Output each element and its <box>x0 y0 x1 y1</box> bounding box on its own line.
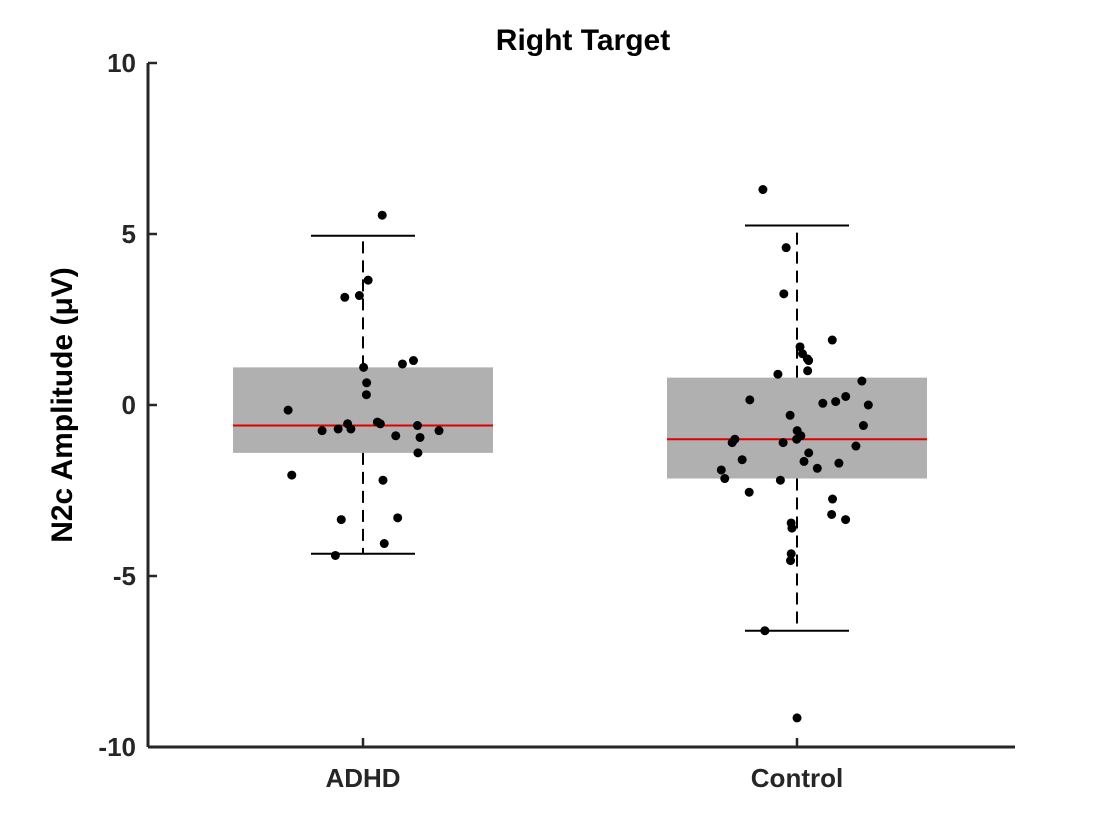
data-point <box>408 356 418 366</box>
data-point <box>716 465 726 475</box>
data-point <box>346 424 356 434</box>
data-point <box>786 556 796 566</box>
y-tick-label: 0 <box>122 390 136 420</box>
box-group-control <box>667 185 927 723</box>
data-point <box>413 448 423 458</box>
data-point <box>354 291 364 301</box>
data-point <box>362 378 372 388</box>
data-point <box>858 421 868 431</box>
data-point <box>841 391 851 401</box>
data-point <box>779 289 789 299</box>
data-point <box>287 470 297 480</box>
data-point <box>778 438 788 448</box>
data-point <box>283 405 293 415</box>
data-point <box>831 397 841 407</box>
data-point <box>330 550 340 560</box>
data-point <box>786 549 796 559</box>
x-tick-label: ADHD <box>325 763 400 793</box>
data-point <box>773 369 783 379</box>
data-point <box>317 426 327 436</box>
data-point <box>434 426 444 436</box>
data-point <box>745 395 755 405</box>
data-point <box>787 523 797 533</box>
data-point <box>851 441 861 451</box>
axes: -10 -5 0 5 10 ADHD Control <box>98 48 1015 793</box>
y-axis-label: N2c Amplitude (μV) <box>46 267 79 543</box>
data-point <box>827 335 837 345</box>
data-point <box>841 515 851 525</box>
data-point <box>377 210 387 220</box>
data-point <box>359 362 369 372</box>
data-point <box>415 432 425 442</box>
data-point <box>804 448 814 458</box>
y-tick-label: 5 <box>122 219 136 249</box>
data-point <box>737 455 747 465</box>
data-point <box>340 292 350 302</box>
data-point <box>333 424 343 434</box>
data-point <box>827 509 837 519</box>
data-point <box>391 431 401 441</box>
data-point <box>361 390 371 400</box>
data-point <box>834 458 844 468</box>
data-point <box>803 366 813 376</box>
x-tick-label: Control <box>751 763 843 793</box>
data-point <box>378 475 388 485</box>
data-point <box>781 243 791 253</box>
y-tick-label: -5 <box>113 561 136 591</box>
data-point <box>792 434 802 444</box>
data-point <box>804 356 814 366</box>
data-point <box>795 342 805 352</box>
data-point <box>758 185 768 195</box>
data-point <box>863 400 873 410</box>
data-point <box>412 421 422 431</box>
data-point <box>375 419 385 429</box>
data-point <box>818 398 828 408</box>
data-point <box>336 515 346 525</box>
data-point <box>857 376 867 386</box>
y-tick-label: -10 <box>98 732 136 762</box>
plot-area <box>233 185 927 723</box>
data-point <box>397 359 407 369</box>
data-point <box>792 713 802 723</box>
data-point <box>727 438 737 448</box>
data-point <box>812 463 822 473</box>
y-tick-label: 10 <box>107 48 136 78</box>
data-point <box>760 626 770 636</box>
box-group-adhd <box>233 210 493 560</box>
chart-title: Right Target <box>496 24 670 57</box>
data-point <box>393 513 403 523</box>
data-point <box>828 494 838 504</box>
data-point <box>720 474 730 484</box>
data-point <box>363 275 373 285</box>
data-point <box>799 456 809 466</box>
data-point <box>775 475 785 485</box>
data-point <box>744 487 754 497</box>
data-point <box>379 539 389 549</box>
data-point <box>785 410 795 420</box>
